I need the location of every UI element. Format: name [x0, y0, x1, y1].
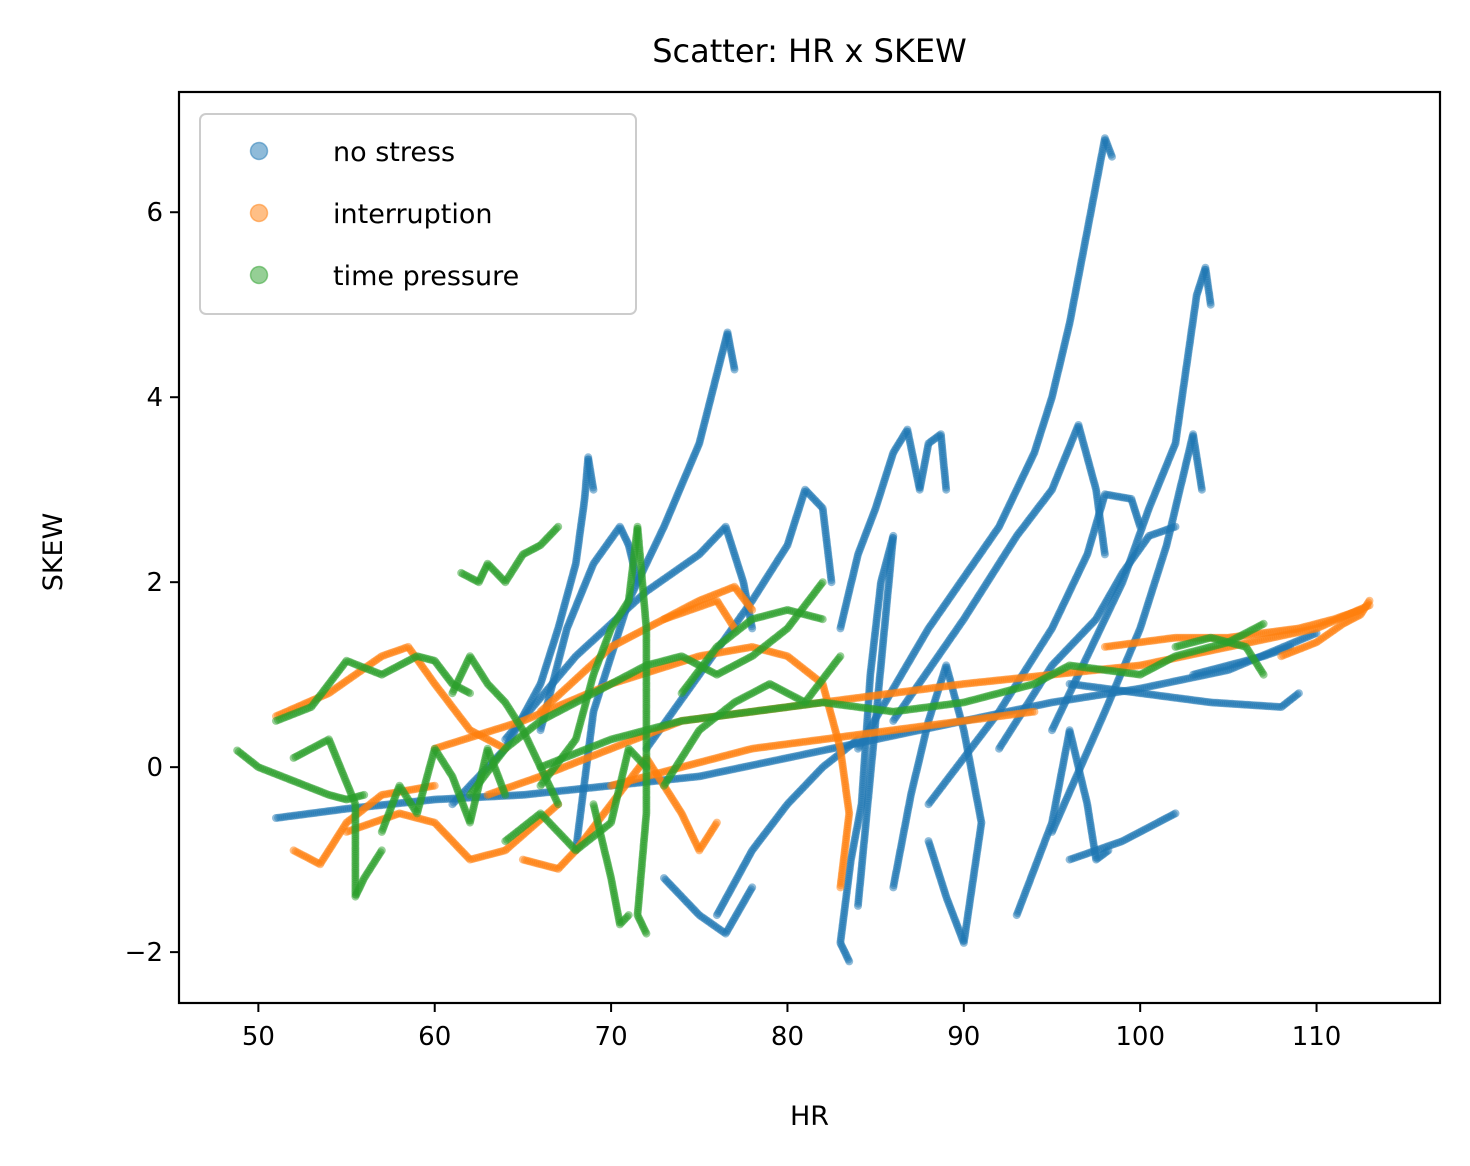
chart-title: Scatter: HR x SKEW [652, 32, 967, 70]
data-point [1108, 152, 1116, 161]
data-point [942, 485, 951, 494]
data-point [589, 485, 598, 494]
data-point [1104, 846, 1113, 855]
data-point [430, 781, 439, 790]
data-point [1206, 300, 1215, 309]
data-point [845, 957, 854, 966]
data-point [730, 365, 739, 374]
data-layer [233, 134, 1374, 966]
data-point [1197, 485, 1206, 494]
data-point [748, 605, 757, 614]
data-point [748, 883, 757, 892]
data-point [1100, 550, 1109, 559]
data-point [1294, 689, 1303, 698]
data-point [1171, 809, 1180, 818]
data-point [827, 578, 836, 587]
data-point [836, 883, 845, 892]
data-point [924, 837, 933, 846]
